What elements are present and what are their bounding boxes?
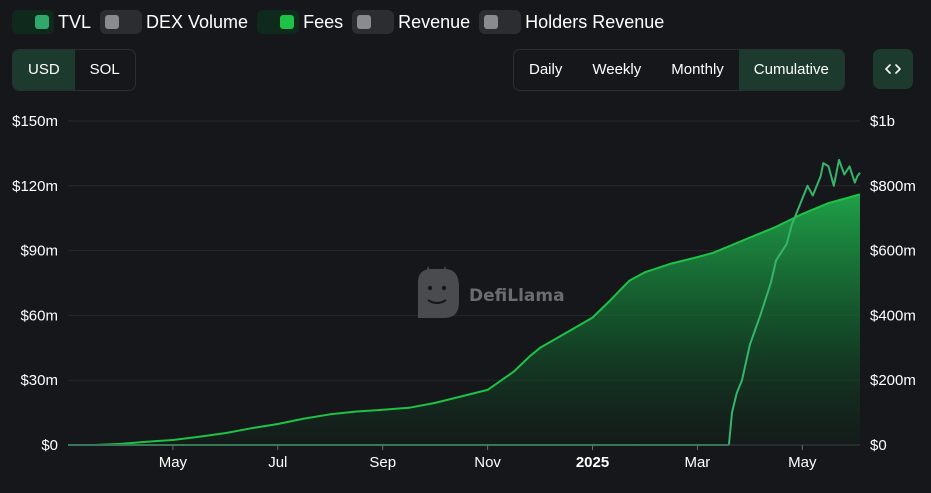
- fees-area: [68, 194, 860, 445]
- y-right-tick-label: $200m: [870, 372, 916, 389]
- series-layer: [68, 158, 861, 446]
- y-right-tick-label: $400m: [870, 307, 916, 324]
- x-tick-label: Jul: [268, 454, 287, 471]
- toggle-label-revenue: Revenue: [398, 11, 471, 32]
- switch-knob: [357, 15, 372, 29]
- toggle-revenue[interactable]: Revenue: [352, 10, 470, 34]
- switch-knob: [280, 15, 295, 29]
- llama-logo-icon: [418, 266, 459, 318]
- embed-button[interactable]: [873, 49, 913, 89]
- axis-labels: $0 $30m $60m $90m $120m $150m $0 $200m $400m $600…: [12, 113, 916, 471]
- switch-fees[interactable]: [257, 10, 300, 34]
- currency-selector: USD SOL: [12, 49, 136, 91]
- x-tick-label: May: [159, 454, 188, 471]
- toggle-dex-volume[interactable]: DEX Volume: [100, 10, 248, 34]
- toggle-label-dex-volume: DEX Volume: [146, 11, 249, 32]
- y-left-tick-label: $60m: [20, 307, 58, 324]
- period-selector: Daily Weekly Monthly Cumulative: [513, 49, 845, 91]
- toggle-label-fees: Fees: [303, 11, 344, 32]
- switch-tvl[interactable]: [12, 10, 54, 34]
- toggle-holders-revenue[interactable]: Holders Revenue: [479, 10, 664, 34]
- y-left-tick-label: $0: [41, 437, 58, 454]
- code-brackets-icon: [885, 64, 901, 74]
- legend: TVL DEX Volume Fees Revenue Holders Reve…: [12, 10, 673, 34]
- y-right-tick-label: $800m: [870, 178, 916, 195]
- toggle-fees[interactable]: Fees: [257, 10, 343, 34]
- period-weekly-button[interactable]: Weekly: [592, 61, 642, 78]
- switch-revenue[interactable]: [352, 10, 395, 34]
- period-monthly-button[interactable]: Monthly: [671, 61, 724, 78]
- currency-usd-button[interactable]: USD: [13, 50, 75, 90]
- switch-knob: [484, 15, 499, 29]
- y-left-tick-label: $150m: [12, 113, 58, 130]
- x-tick-label: 2025: [576, 454, 609, 471]
- watermark: DefiLlama: [418, 266, 565, 318]
- x-tick-label: Nov: [474, 454, 501, 471]
- switch-holders-revenue[interactable]: [479, 10, 522, 34]
- toggle-label-holders-revenue: Holders Revenue: [525, 11, 665, 32]
- switch-knob: [35, 15, 49, 29]
- x-tick-label: Sep: [369, 454, 396, 471]
- y-left-tick-label: $90m: [20, 243, 58, 260]
- y-left-tick-label: $30m: [20, 372, 58, 389]
- toggle-label-tvl: TVL: [58, 11, 92, 32]
- fees-line: [68, 193, 861, 446]
- y-right-tick-label: $600m: [870, 243, 916, 260]
- y-right-tick-label: $0: [870, 437, 887, 454]
- x-tick-label: May: [788, 454, 817, 471]
- toggle-tvl[interactable]: TVL: [12, 10, 91, 34]
- watermark-text: DefiLlama: [469, 286, 565, 306]
- period-daily-button[interactable]: Daily: [529, 61, 563, 78]
- currency-sol-button[interactable]: SOL: [89, 61, 120, 78]
- period-cumulative-button[interactable]: Cumulative: [738, 50, 844, 90]
- y-right-tick-label: $1b: [870, 113, 895, 130]
- switch-dex-volume[interactable]: [100, 10, 143, 34]
- switch-knob: [105, 15, 120, 29]
- y-left-tick-label: $120m: [12, 178, 58, 195]
- x-tick-label: Mar: [684, 454, 710, 471]
